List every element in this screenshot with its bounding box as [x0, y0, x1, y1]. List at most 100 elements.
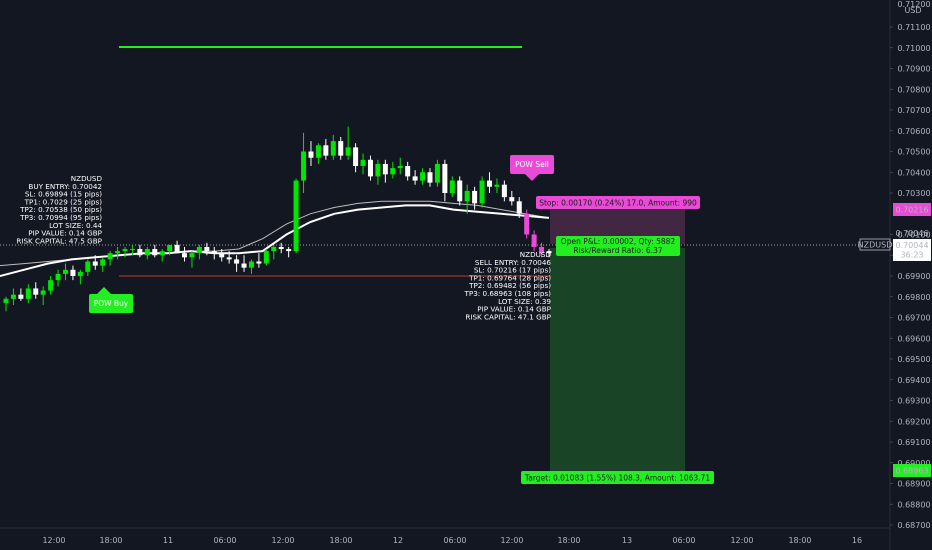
candle: [501, 180, 507, 202]
candle-body: [196, 246, 202, 254]
candle-body: [382, 163, 388, 175]
price-tick-label: 0.69300: [897, 397, 930, 406]
pow-buy-marker[interactable]: POW Buy: [89, 287, 133, 313]
price-tick-label: 0.70900: [897, 65, 930, 74]
info-line: SL: 0.69894 (15 pips): [25, 190, 102, 199]
candle: [434, 159, 440, 187]
symbol-tag: [859, 238, 891, 251]
candle-body: [531, 234, 537, 247]
candle: [442, 159, 448, 202]
candle-body: [353, 147, 359, 167]
info-line: BUY ENTRY: 0.70042: [28, 182, 102, 191]
candle-body: [405, 166, 411, 177]
candle-body: [77, 271, 83, 276]
stop-label: Stop: 0.00170 (0.24%) 17.0, Amount: 990: [536, 196, 700, 209]
current-price-tag: [893, 239, 931, 261]
time-tick-label: 06:00: [672, 536, 695, 545]
price-tick-label: 0.69500: [897, 355, 930, 364]
candle-body: [92, 261, 98, 266]
candle: [323, 139, 329, 160]
time-tick-label: 18:00: [557, 536, 580, 545]
candle-body: [189, 253, 195, 258]
candle: [479, 176, 485, 208]
candle-body: [63, 269, 69, 274]
pow-buy-box: [89, 294, 133, 313]
price-axis[interactable]: 0.71200 USD 0.71100 0.71000 0.70900 0.70800…: [858, 0, 931, 550]
pow-sell-arrow: [525, 174, 539, 181]
stop-price-tag: [893, 203, 931, 216]
stop-label-box: [536, 196, 700, 209]
candle: [129, 244, 135, 256]
candle: [516, 197, 522, 218]
candle: [353, 143, 359, 173]
candle: [182, 246, 188, 262]
candle-body: [434, 163, 440, 183]
info-line: TP1: 0.7029 (25 pips): [24, 197, 103, 206]
time-axis[interactable]: 12:00 18:00 11 06:00 12:00 18:00 12 06:00 12:00 1…: [0, 527, 890, 545]
pow-sell-marker[interactable]: POW Sell: [510, 155, 554, 181]
candle-body: [122, 249, 128, 252]
symbol-tag-text: NZDUSD: [858, 241, 893, 250]
candle-body: [219, 253, 225, 258]
candle-body: [330, 141, 336, 156]
candle-body: [25, 288, 31, 299]
stop-price-text: 0.70216: [895, 206, 928, 215]
candle-body: [263, 251, 269, 264]
candle-body: [345, 147, 351, 156]
candle: [360, 153, 366, 175]
candle: [412, 170, 418, 185]
price-tick-label: 0.68900: [897, 480, 930, 489]
candle: [338, 136, 344, 160]
target-label-box: [521, 471, 714, 484]
stop-label-text: Stop: 0.00170 (0.24%) 17.0, Amount: 990: [539, 199, 697, 208]
time-tick-label: 12: [393, 536, 403, 545]
info-line: NZDUSD: [520, 250, 552, 259]
candle-body: [390, 168, 396, 175]
candle-body: [18, 294, 24, 299]
candle-body: [427, 172, 433, 183]
candle: [375, 159, 381, 185]
price-tick-label: 0.70300: [897, 189, 930, 198]
candle-body: [412, 176, 418, 181]
candle: [524, 209, 530, 239]
pow-buy-arrow: [97, 287, 111, 294]
info-line: TP2: 0.69482 (56 pips): [468, 281, 551, 290]
time-tick-label: 18:00: [788, 536, 811, 545]
pow-sell-box: [510, 155, 554, 174]
candle-body: [509, 197, 515, 202]
target-price-tag: [893, 464, 931, 477]
candle: [509, 190, 515, 206]
candle-body: [516, 201, 522, 214]
candle: [345, 126, 351, 160]
candle: [256, 253, 262, 268]
price-tick-label: 0.70400: [897, 168, 930, 177]
candle: [546, 249, 552, 258]
info-line: PIP VALUE: 0.14 GBP: [28, 229, 102, 238]
candle: [293, 178, 299, 254]
candle-body: [338, 141, 344, 156]
candle: [420, 168, 426, 185]
candle-body: [100, 259, 106, 266]
candle: [159, 249, 165, 262]
candle: [174, 240, 180, 254]
candle-body: [40, 290, 46, 295]
candle: [308, 141, 314, 167]
candle-body: [174, 244, 180, 254]
candle: [367, 155, 373, 181]
info-line: TP2: 0.70538 (50 pips): [19, 205, 102, 214]
candle-body: [308, 151, 314, 158]
candle: [33, 282, 39, 299]
price-tick-label: 0.69900: [897, 272, 930, 281]
candle: [494, 178, 500, 193]
candle: [464, 184, 470, 214]
candle: [397, 157, 403, 175]
candle: [405, 161, 411, 181]
candle: [271, 244, 277, 260]
open-pnl-text: Open P&L: 0.00002, Qty: 5882: [561, 237, 676, 246]
info-line: RISK CAPITAL: 47.5 GBP: [16, 236, 102, 245]
candle-body: [442, 163, 448, 193]
price-tick-label: 0.69600: [897, 334, 930, 343]
candle-body: [501, 184, 507, 198]
candle: [70, 265, 76, 281]
